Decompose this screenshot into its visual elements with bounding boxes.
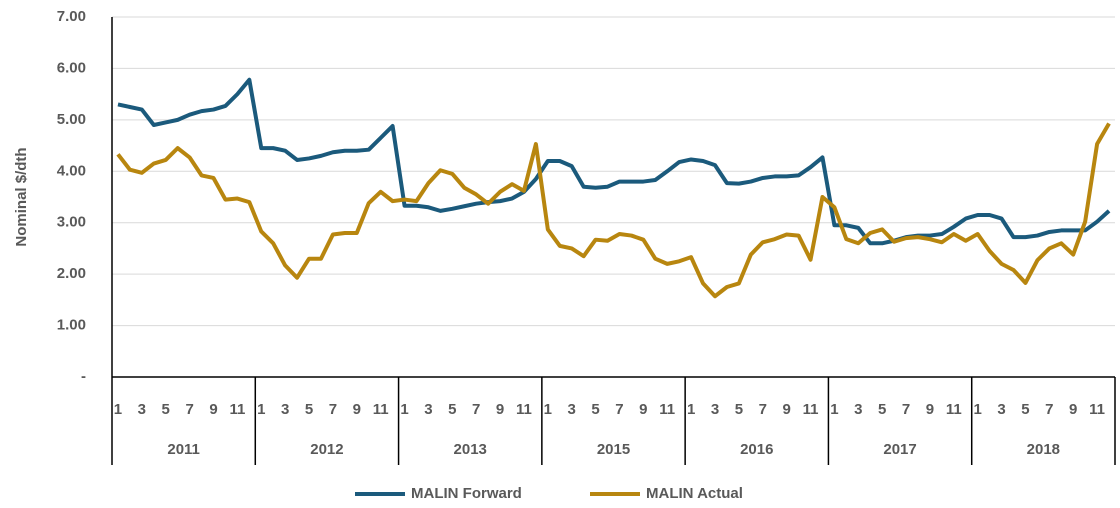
x-group-label: 2017 xyxy=(883,441,916,458)
x-tick-label: 11 xyxy=(946,401,962,418)
y-tick-label: 5.00 xyxy=(57,111,86,128)
x-tick-label: 7 xyxy=(472,401,480,418)
x-tick-label: 9 xyxy=(353,401,361,418)
x-tick-label: 1 xyxy=(114,401,122,418)
x-tick-label: 5 xyxy=(1021,401,1029,418)
series-line xyxy=(117,77,1111,246)
x-tick-label: 5 xyxy=(305,401,313,418)
x-tick-label: 11 xyxy=(803,401,819,418)
x-tick-label: 3 xyxy=(711,401,719,418)
x-tick-label: 5 xyxy=(591,401,599,418)
x-tick-label: 7 xyxy=(329,401,337,418)
x-tick-label: 9 xyxy=(209,401,217,418)
x-tick-label: 11 xyxy=(373,401,389,418)
legend-label: MALIN Actual xyxy=(646,485,743,502)
x-tick-label: 1 xyxy=(830,401,838,418)
x-tick-label: 9 xyxy=(639,401,647,418)
x-group-label: 2018 xyxy=(1027,441,1060,458)
y-tick-label: 4.00 xyxy=(57,162,86,179)
x-tick-label: 5 xyxy=(735,401,743,418)
series-line xyxy=(116,122,1111,299)
y-axis-label: Nominal $/dth xyxy=(13,147,30,246)
x-tick-label: 3 xyxy=(281,401,289,418)
x-tick-label: 7 xyxy=(1045,401,1053,418)
x-group-label: 2013 xyxy=(454,441,487,458)
x-tick-label: 7 xyxy=(902,401,910,418)
x-tick-label: 9 xyxy=(496,401,504,418)
x-group-label: 2016 xyxy=(740,441,773,458)
x-tick-label: 7 xyxy=(615,401,623,418)
x-tick-label: 5 xyxy=(448,401,456,418)
y-tick-label: 7.00 xyxy=(57,8,86,25)
y-tick-label: 2.00 xyxy=(57,265,86,282)
x-tick-label: 11 xyxy=(229,401,245,418)
x-group-label: 2012 xyxy=(310,441,343,458)
y-tick-label: 6.00 xyxy=(57,59,86,76)
x-tick-label: 3 xyxy=(424,401,432,418)
x-tick-label: 9 xyxy=(1069,401,1077,418)
x-tick-label: 1 xyxy=(400,401,408,418)
x-tick-label: 5 xyxy=(162,401,170,418)
x-tick-label: 9 xyxy=(926,401,934,418)
x-tick-label: 7 xyxy=(185,401,193,418)
x-group-label: 2011 xyxy=(167,441,200,458)
x-tick-label: 3 xyxy=(568,401,576,418)
y-tick-label: - xyxy=(81,368,86,385)
x-tick-label: 1 xyxy=(974,401,982,418)
x-tick-label: 11 xyxy=(516,401,532,418)
x-group-label: 2015 xyxy=(597,441,630,458)
x-tick-label: 9 xyxy=(782,401,790,418)
y-tick-label: 1.00 xyxy=(57,317,86,334)
x-tick-label: 7 xyxy=(759,401,767,418)
legend-label: MALIN Forward xyxy=(411,485,522,502)
x-tick-label: 11 xyxy=(1089,401,1105,418)
x-tick-label: 5 xyxy=(878,401,886,418)
x-tick-label: 3 xyxy=(138,401,146,418)
y-tick-label: 3.00 xyxy=(57,214,86,231)
x-tick-label: 1 xyxy=(257,401,265,418)
x-tick-label: 3 xyxy=(854,401,862,418)
x-tick-label: 3 xyxy=(997,401,1005,418)
x-tick-label: 1 xyxy=(544,401,552,418)
x-tick-label: 11 xyxy=(659,401,675,418)
x-tick-label: 1 xyxy=(687,401,695,418)
